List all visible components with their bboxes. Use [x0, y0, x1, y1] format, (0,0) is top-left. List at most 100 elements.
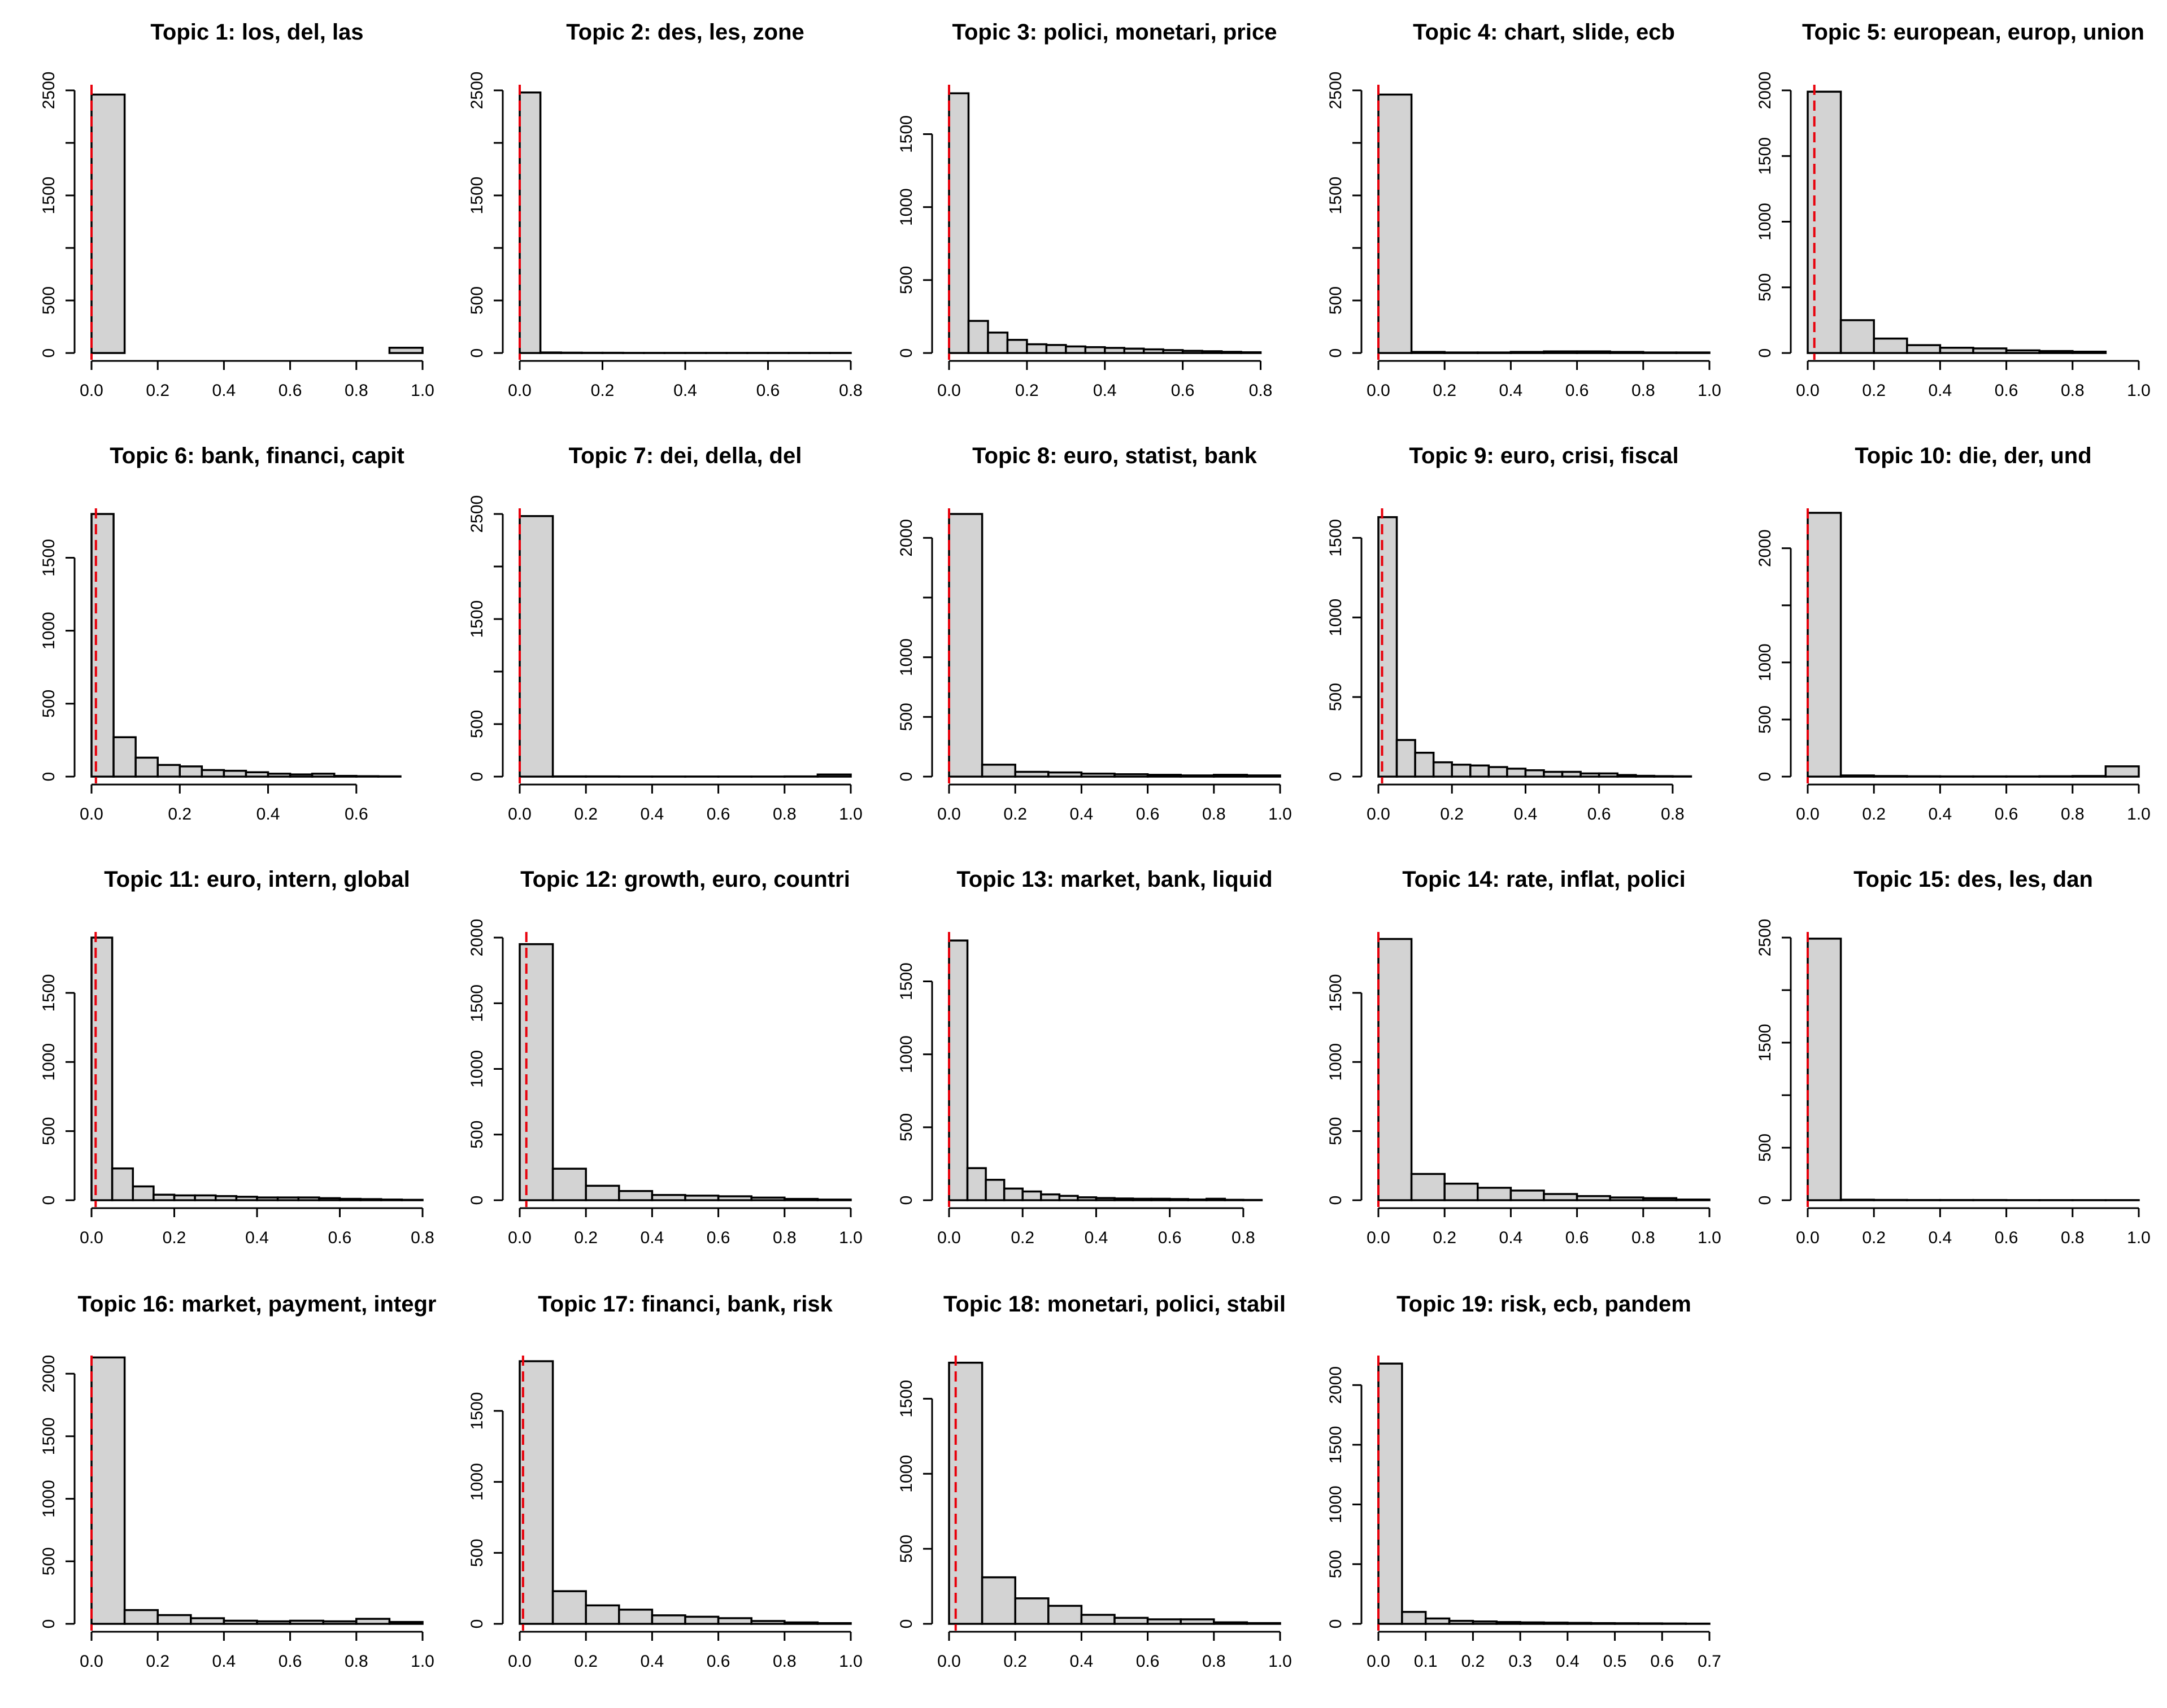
histogram-panel-11: Topic 11: euro, intern, global 0.0 0.2 0.4 0… [40, 867, 434, 1247]
x-tick-label: 0.2 [168, 805, 192, 823]
y-tick-label: 1500 [468, 1392, 486, 1430]
x-tick-label: 0.4 [1093, 381, 1117, 400]
x-tick-label: 0.0 [508, 1652, 532, 1671]
histogram-bar [519, 91, 542, 354]
histogram-bar [1642, 351, 1678, 354]
y-tick-label: 1500 [468, 600, 486, 638]
panel-title: Topic 4: chart, slide, ecb [1413, 20, 1675, 45]
x-tick-label: 0.6 [1995, 381, 2018, 400]
y-tick-label: 1500 [1326, 974, 1345, 1012]
x-tick-label: 0.2 [1461, 1652, 1485, 1671]
histogram-bar [784, 1621, 819, 1625]
x-tick-label: 0.4 [212, 1652, 236, 1671]
y-tick-label: 500 [1326, 286, 1345, 315]
x-tick-label: 0.4 [641, 805, 664, 823]
histogram-bar [333, 774, 358, 778]
y-tick-label: 500 [468, 286, 486, 315]
panel-title: Topic 19: risk, ecb, pandem [1396, 1292, 1691, 1317]
x-tick-label: 0.4 [1556, 1652, 1579, 1671]
histogram-bar [1972, 347, 2008, 354]
y-tick-label: 0 [897, 348, 916, 358]
y-tick-label: 1000 [40, 1480, 58, 1518]
x-tick-label: 0.4 [245, 1228, 269, 1247]
y-tick-label: 0 [40, 1619, 58, 1629]
x-tick-label: 0.8 [2061, 1228, 2085, 1247]
y-tick-label: 500 [40, 690, 58, 718]
y-tick-label: 2000 [1756, 529, 1774, 567]
histogram-panel-5: Topic 5: european, europ, union 0.0 0.2 0.4… [1756, 20, 2151, 400]
histogram-bar [1576, 350, 1611, 354]
histogram-bar [1543, 1193, 1578, 1201]
histogram-bar [1807, 512, 1842, 778]
histogram-bar [539, 351, 562, 354]
x-tick-label: 0.4 [1085, 1228, 1108, 1247]
x-tick-label: 1.0 [1698, 1228, 1721, 1247]
histogram-bar [948, 513, 984, 778]
histogram-panel-8: Topic 8: euro, statist, bank 0.0 0.2 0.4 0.6… [897, 443, 1292, 823]
histogram-bar [1180, 1618, 1215, 1625]
histogram-bar [1377, 1362, 1403, 1625]
y-tick-label: 500 [897, 703, 916, 731]
histogram-bar [123, 1609, 159, 1625]
y-tick-label: 500 [1756, 273, 1774, 302]
x-tick-label: 0.2 [574, 1228, 598, 1247]
y-tick-label: 0 [468, 772, 486, 782]
panel-title: Topic 1: los, del, las [150, 20, 363, 45]
x-tick-label: 0.8 [345, 1652, 368, 1671]
x-tick-label: 0.4 [1499, 1228, 1523, 1247]
x-tick-label: 1.0 [411, 381, 434, 400]
histogram-bar [1084, 346, 1106, 354]
histogram-bar [750, 1620, 786, 1625]
x-tick-label: 0.0 [937, 381, 961, 400]
histogram-bar [985, 1179, 1006, 1201]
histogram-bar [1506, 768, 1527, 778]
histogram-bar [338, 1197, 362, 1201]
histogram-bar [223, 769, 247, 778]
panel-title: Topic 11: euro, intern, global [104, 867, 410, 892]
histogram-bar [1675, 351, 1711, 354]
histogram-panel-17: Topic 17: financi, bank, risk 0.0 0.2 0.4 0.… [468, 1292, 863, 1671]
histogram-bar [967, 320, 989, 354]
histogram-bar [2005, 349, 2040, 354]
y-tick-label: 1000 [1326, 1043, 1345, 1081]
y-tick-label: 500 [40, 286, 58, 315]
y-tick-label: 500 [897, 1535, 916, 1563]
histogram-bar [1637, 1622, 1664, 1625]
y-tick-label: 1500 [1326, 519, 1345, 557]
histogram-bar [1469, 764, 1490, 778]
histogram-bar [173, 1194, 196, 1201]
histogram-bar [235, 1196, 258, 1201]
histogram-bar [1104, 347, 1125, 354]
histogram-panel-9: Topic 9: euro, crisi, fiscal 0.0 0.2 0.4 0.6… [1326, 443, 1692, 823]
histogram-bar [560, 351, 583, 354]
y-tick-label: 500 [468, 1121, 486, 1149]
y-tick-label: 1000 [40, 1043, 58, 1081]
histogram-panel-14: Topic 14: rate, inflat, polici 0.0 0.2 0.4 0… [1326, 867, 1721, 1247]
histogram-bar [2072, 775, 2107, 778]
histogram-bar [156, 764, 181, 778]
x-tick-label: 0.8 [2061, 381, 2085, 400]
x-tick-label: 0.6 [1158, 1228, 1182, 1247]
histogram-bar [276, 1196, 299, 1201]
panel-title: Topic 6: bank, financi, capit [110, 443, 404, 468]
y-tick-label: 0 [1326, 772, 1345, 782]
x-tick-label: 0.2 [146, 1652, 169, 1671]
x-tick-label: 0.0 [1367, 805, 1390, 823]
histogram-bar [717, 1617, 752, 1625]
histogram-bar [1487, 766, 1508, 778]
x-tick-label: 1.0 [839, 1228, 863, 1247]
histogram-bar [1414, 751, 1435, 778]
histogram-bar [519, 943, 554, 1201]
histogram-bar [1432, 761, 1453, 778]
y-tick-label: 500 [468, 710, 486, 738]
y-tick-label: 1000 [897, 1455, 916, 1493]
histogram-bar [1576, 1195, 1611, 1201]
x-tick-label: 0.8 [1202, 805, 1226, 823]
x-tick-label: 0.2 [163, 1228, 186, 1247]
y-tick-label: 1500 [468, 177, 486, 215]
histogram-bar [1246, 1622, 1281, 1625]
y-tick-label: 500 [40, 1117, 58, 1145]
y-tick-label: 500 [1326, 683, 1345, 711]
y-tick-label: 500 [468, 1539, 486, 1567]
y-tick-label: 1500 [40, 1417, 58, 1455]
